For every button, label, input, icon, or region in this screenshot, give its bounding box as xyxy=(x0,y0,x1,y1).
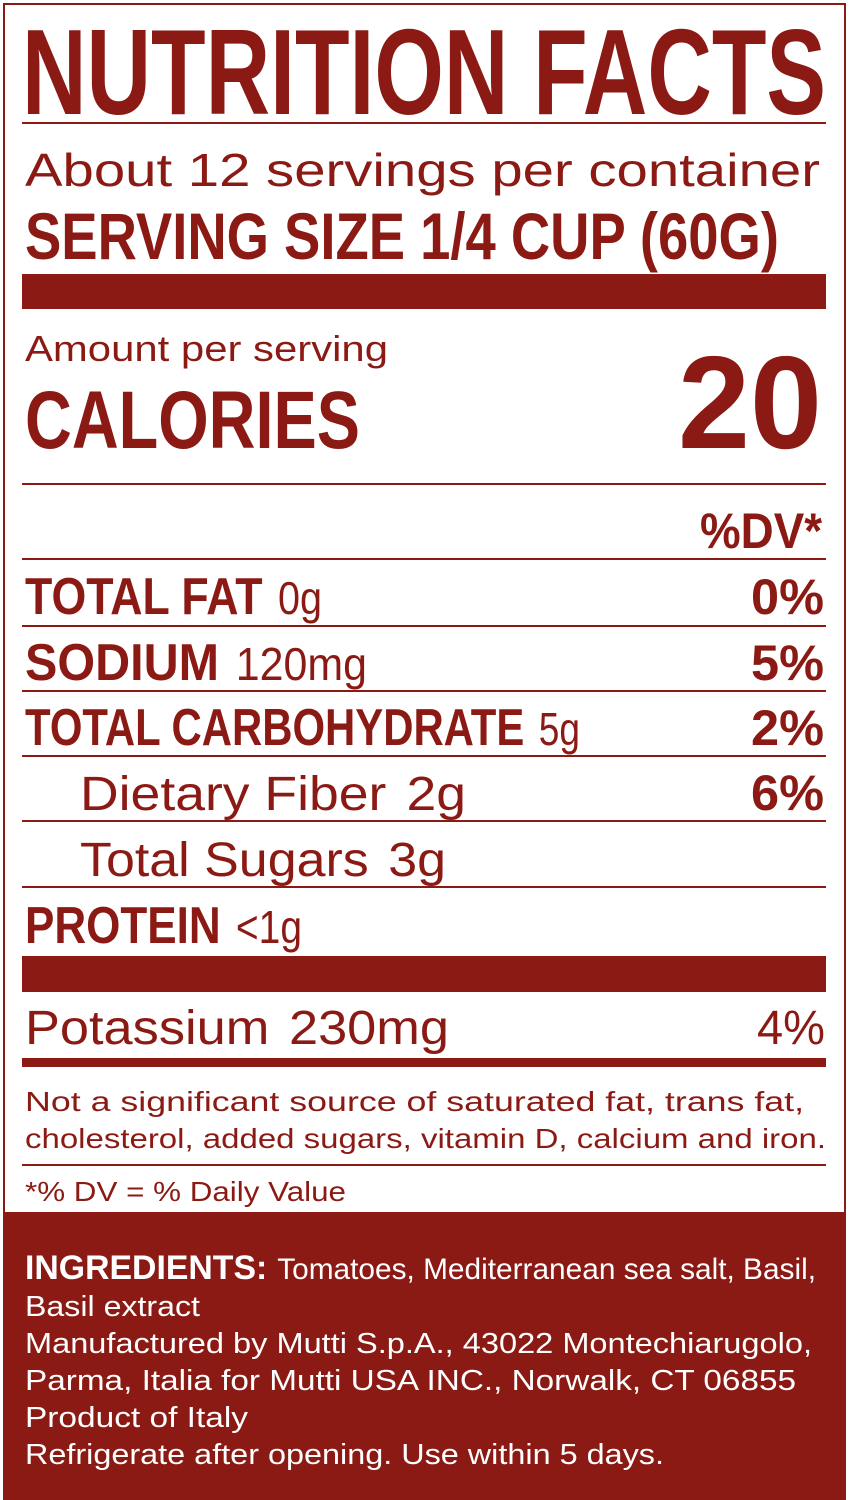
ingredients-panel: INGREDIENTS: Tomatoes, Mediterranean sea … xyxy=(3,1212,846,1500)
calories-value: 20 xyxy=(678,329,822,476)
ingredients-line: Basil extract xyxy=(25,1291,200,1323)
nutrient-label: Potassium xyxy=(25,1002,269,1055)
nutrient-line: TOTAL CARBOHYDRATE 5g xyxy=(25,699,580,757)
label-title: NUTRITION FACTS xyxy=(22,4,826,140)
divider xyxy=(22,1164,826,1166)
thick-bar xyxy=(22,956,826,992)
storage-line: Refrigerate after opening. Use within 5 … xyxy=(25,1439,664,1471)
nutrient-amount: 5g xyxy=(539,703,580,755)
ingredients-first-line: INGREDIENTS: Tomatoes, Mediterranean sea … xyxy=(25,1249,816,1287)
nutrient-line: Total Sugars 3g xyxy=(80,834,446,887)
nutrient-amount: 0g xyxy=(278,572,322,624)
origin-line: Product of Italy xyxy=(25,1402,249,1434)
nutrient-dv: 5% xyxy=(751,635,824,691)
medium-bar xyxy=(22,1058,826,1067)
nutrient-row-sodium: SODIUM 120mg 5% xyxy=(25,634,824,692)
divider xyxy=(22,558,826,560)
nutrient-row-protein: PROTEIN <1g xyxy=(25,897,302,955)
calories-label: CALORIES xyxy=(25,375,360,466)
manufacturer-line: Manufactured by Mutti S.p.A., 43022 Mont… xyxy=(25,1328,812,1360)
divider xyxy=(22,690,826,692)
nutrient-row-total-carbohydrate: TOTAL CARBOHYDRATE 5g 2% xyxy=(25,699,824,757)
footnote-line: Not a significant source of saturated fa… xyxy=(25,1086,804,1117)
nutrient-dv: 0% xyxy=(751,569,824,625)
distributor-line: Parma, Italia for Mutti USA INC., Norwal… xyxy=(25,1365,796,1397)
nutrient-amount: 2g xyxy=(406,768,466,821)
divider xyxy=(22,755,826,757)
thick-bar xyxy=(22,274,826,309)
ingredients-label: INGREDIENTS: xyxy=(25,1249,267,1287)
nutrient-line: TOTAL FAT 0g xyxy=(25,568,322,626)
nutrient-amount: 3g xyxy=(388,834,446,887)
nutrient-label: SODIUM xyxy=(25,634,219,692)
nutrient-label: PROTEIN xyxy=(25,897,221,955)
nutrient-amount: 230mg xyxy=(289,1002,449,1055)
divider xyxy=(22,122,826,124)
serving-size: SERVING SIZE 1/4 CUP (60G) xyxy=(25,199,779,273)
nutrient-row-potassium: Potassium 230mg 4% xyxy=(25,1002,825,1055)
nutrient-row-total-sugars: Total Sugars 3g xyxy=(80,834,446,887)
divider xyxy=(22,483,826,485)
nutrient-label: TOTAL FAT xyxy=(25,568,263,626)
nutrient-row-total-fat: TOTAL FAT 0g 0% xyxy=(25,568,824,626)
nutrient-dv: 4% xyxy=(757,1002,825,1055)
divider xyxy=(22,886,826,888)
dv-header: %DV* xyxy=(700,503,822,559)
servings-per-container: About 12 servings per container xyxy=(25,144,820,196)
nutrient-line: PROTEIN <1g xyxy=(25,897,302,955)
nutrient-amount: 120mg xyxy=(236,638,367,690)
nutrient-label: Dietary Fiber xyxy=(80,768,386,821)
nutrient-line: Dietary Fiber 2g xyxy=(80,768,466,821)
ingredients-text: Tomatoes, Mediterranean sea salt, Basil, xyxy=(277,1253,816,1286)
divider xyxy=(22,820,826,822)
footnote-line: cholesterol, added sugars, vitamin D, ca… xyxy=(25,1123,826,1154)
nutrient-label: Total Sugars xyxy=(80,834,369,887)
nutrient-dv: 2% xyxy=(751,700,824,756)
nutrient-line: SODIUM 120mg xyxy=(25,634,367,692)
nutrient-amount: <1g xyxy=(236,901,302,953)
divider xyxy=(22,625,826,627)
nutrient-label: TOTAL CARBOHYDRATE xyxy=(25,699,524,757)
nutrient-line: Potassium 230mg xyxy=(25,1002,449,1055)
ingredients-background xyxy=(3,1212,846,1500)
nutrient-row-dietary-fiber: Dietary Fiber 2g 6% xyxy=(80,765,824,821)
nutrient-dv: 6% xyxy=(751,765,824,821)
dv-note: *% DV = % Daily Value xyxy=(25,1176,346,1207)
amount-per-serving: Amount per serving xyxy=(25,328,388,369)
